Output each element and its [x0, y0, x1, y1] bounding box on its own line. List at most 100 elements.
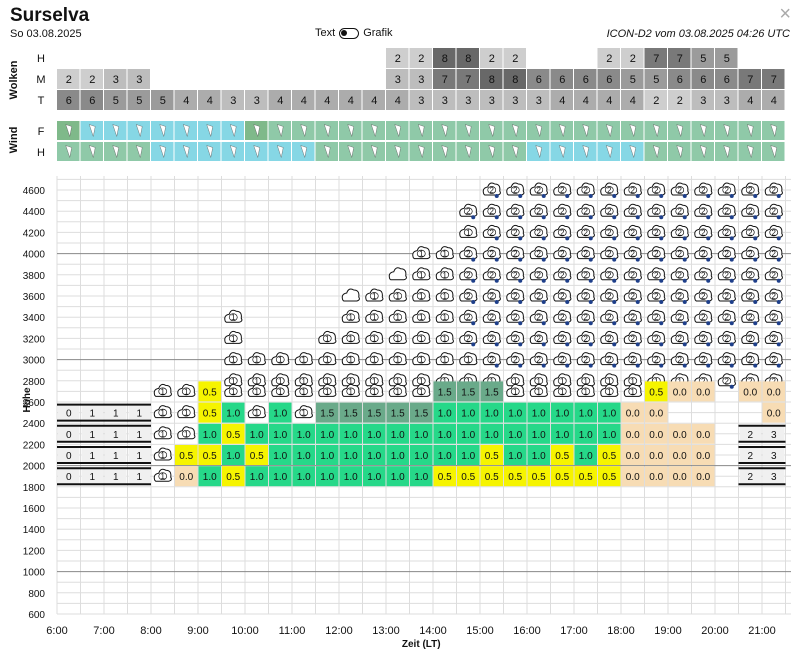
cloud-icon-label: 2	[490, 313, 495, 322]
thermik-value: 1.0	[461, 409, 475, 420]
cloud-icon: 2	[529, 288, 548, 304]
cloud-icon: 2	[764, 203, 783, 220]
thermik-cell	[433, 402, 456, 423]
x-axis-title: Zeit (LT)	[402, 639, 441, 650]
cloud-icon: 2	[482, 224, 501, 241]
cloud-value: 8	[465, 53, 471, 65]
cloud-cell	[386, 90, 409, 110]
rain-drop-icon	[494, 363, 499, 368]
toggle-switch[interactable]	[339, 27, 360, 39]
cloud-cell	[339, 90, 362, 110]
cloud-value: 7	[677, 53, 683, 65]
cloud-icon-label: 2	[772, 228, 777, 237]
cloud-icon: 2	[506, 224, 525, 241]
thermik-value: 1.0	[555, 430, 569, 441]
cloud-icon-label: 1	[396, 377, 401, 386]
cloud-value: 6	[66, 95, 72, 107]
cloud-icon: 1	[529, 383, 548, 397]
thermik-value: 1.0	[250, 472, 264, 483]
rain-drop-icon	[588, 363, 593, 368]
rain-drop-icon	[518, 278, 523, 283]
cloud-icon-label: 2	[537, 292, 542, 301]
layer-value: 1	[136, 430, 142, 441]
thermik-value: 0.0	[649, 451, 663, 462]
cloud-icon: 1	[341, 309, 360, 323]
thermik-value: 0.0	[626, 409, 640, 420]
cloud-icon: 2	[694, 246, 713, 262]
thermik-value: 0.0	[767, 387, 781, 398]
cloud-icon-label: 2	[748, 334, 753, 343]
y-tick-label: 1200	[23, 546, 46, 557]
cloud-label-bg	[369, 355, 379, 364]
rain-drop-icon	[729, 384, 734, 389]
cloud-value: 3	[113, 74, 119, 86]
wind-arrow-icon	[488, 124, 495, 138]
cloud-value: 4	[395, 95, 401, 107]
cloud-label-bg	[745, 270, 755, 279]
wind-arrow-icon	[535, 124, 542, 138]
layer-cell	[763, 426, 785, 441]
thermik-value: 0.0	[696, 430, 710, 441]
rain-drop-icon	[706, 278, 711, 283]
y-tick-label: 800	[28, 589, 45, 600]
thermik-value: 1.0	[273, 409, 287, 420]
layer-cell	[763, 448, 785, 462]
thermik-cell	[222, 402, 245, 423]
rain-drop-icon	[635, 215, 640, 220]
cloud-label-bg	[745, 355, 755, 364]
rain-drop-icon	[776, 300, 781, 304]
thermik-value: 1.0	[320, 430, 334, 441]
cloud-cell	[597, 69, 620, 89]
cloud-icon-label: 2	[607, 250, 612, 259]
rain-drop-icon	[588, 300, 593, 304]
view-toggle[interactable]: Text Grafik	[315, 27, 393, 39]
thermik-value: 0.5	[438, 472, 452, 483]
cloud-icon-label: 2	[748, 356, 753, 365]
cloud-cell	[738, 90, 761, 110]
cloud-icon: 2	[553, 352, 572, 368]
thermik-cell	[574, 466, 597, 487]
thermik-value: 0.5	[461, 472, 475, 483]
cloud-icon: 1	[412, 267, 431, 281]
cloud-icon-label: 2	[584, 186, 589, 195]
thermik-cell	[386, 445, 409, 465]
close-icon[interactable]: ×	[779, 3, 791, 25]
cloud-label-bg	[181, 387, 191, 396]
cloud-icon-label: 2	[490, 207, 495, 216]
cloud-icon: 2	[670, 203, 689, 220]
thermik-cell	[433, 423, 456, 444]
wind-arrow-icon	[535, 145, 542, 159]
layer-value: 1	[136, 472, 142, 483]
rain-drop-icon	[518, 342, 523, 347]
wind-arrow-icon	[605, 145, 613, 159]
layer-cell	[58, 405, 80, 420]
layer-value: 2	[747, 451, 753, 462]
wind-arrow-icon	[394, 145, 401, 159]
cloud-icon-label: 2	[772, 271, 777, 280]
cloud-icon-label: 2	[654, 313, 659, 322]
thermik-value: 1.5	[414, 409, 428, 420]
cloud-icon-label: 2	[560, 228, 565, 237]
thermik-cell	[551, 423, 574, 444]
cloud-icon-label: 1	[349, 377, 354, 386]
cloud-value: 3	[254, 95, 260, 107]
thermik-cell	[504, 423, 527, 444]
cloud-icon-label: 1	[255, 377, 260, 386]
cloud-value: 4	[771, 95, 777, 107]
layer-cell	[128, 469, 150, 484]
cloud-icon-label: 2	[631, 334, 636, 343]
thermik-cell	[527, 466, 550, 487]
rain-drop-icon	[706, 194, 711, 198]
x-tick-label: 20:00	[701, 625, 729, 637]
rain-drop-icon	[565, 342, 570, 347]
rain-drop-icon	[659, 278, 664, 283]
cloud-value: 6	[606, 74, 612, 86]
layer-value: 1	[136, 409, 142, 420]
cloud-label-bg	[463, 313, 473, 322]
thermik-value: 1.0	[344, 451, 358, 462]
thermik-cell	[410, 445, 433, 465]
cloud-icon: 2	[553, 267, 572, 283]
cloud-icon: 2	[717, 330, 736, 347]
rain-drop-icon	[706, 215, 711, 220]
rain-drop-icon	[729, 215, 734, 220]
